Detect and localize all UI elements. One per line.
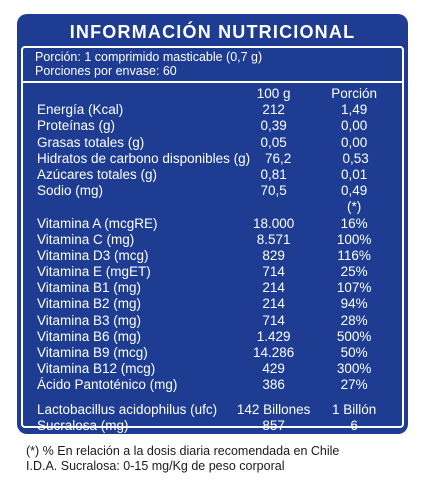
row-label: Vitamina E (mgET)	[37, 264, 151, 280]
row-value-100g: 212	[262, 102, 285, 118]
row-label: Vitamina B9 (mcg)	[37, 345, 148, 360]
row-value-portion: 6	[350, 417, 358, 433]
extras-section: Lactobacillus acidophilus (ufc) 142 Billo…	[37, 402, 392, 434]
table-row: Proteínas (g) 0,39 0,00	[37, 118, 392, 134]
column-header-row: 100 g Porción	[37, 86, 392, 102]
footnote-sucralose: I.D.A. Sucralosa: 0-15 mg/Kg de peso cor…	[26, 459, 285, 473]
row-value-portion: 116%	[337, 247, 371, 263]
row-value-100g: 0,05	[260, 134, 287, 150]
table-row: Vitamina A (mcgRE) 18.000 16%	[37, 216, 392, 232]
table-row: Grasas totales (g) 0,05 0,00	[37, 135, 392, 151]
row-label: Vitamina B6 (mg)	[37, 328, 142, 344]
asterisk-header: (*)	[347, 199, 362, 215]
footnotes: (*) % En relación a la dosis diaria reco…	[26, 444, 339, 474]
servings-per-container: Porciones por envase: 60	[35, 64, 177, 78]
table-row: Hidratos de carbono disponibles (g) 76,2 0…	[37, 151, 392, 167]
row-value-100g: 429	[262, 361, 285, 377]
row-value-100g: 857	[262, 417, 285, 433]
row-value-portion: 0,00	[341, 134, 368, 150]
nutrients-section: Energía (Kcal) 212 1,49 Proteínas (g) 0,39 0,…	[37, 102, 392, 199]
row-value-100g: 142 Billones	[236, 401, 311, 417]
row-label: Lactobacillus acidophilus (ufc)	[37, 401, 218, 417]
row-label: Vitamina D3 (mcg)	[37, 247, 149, 263]
row-label: Proteínas (g)	[37, 118, 116, 134]
row-label: Vitamina B3 (mg)	[37, 312, 142, 328]
row-value-100g: 18.000	[253, 215, 295, 231]
table-row: Vitamina B9 (mcg) 14.286 50%	[37, 345, 392, 361]
table-row: Vitamina B1 (mg) 214 107%	[37, 280, 392, 296]
row-value-100g: 214	[262, 296, 285, 312]
nutrition-panel: INFORMACIÓN NUTRICIONAL Porción: 1 compr…	[17, 14, 408, 434]
row-value-100g: 214	[262, 280, 285, 296]
serving-size: Porción: 1 comprimido masticable (0,7 g)	[35, 50, 263, 64]
portion-info: Porción: 1 comprimido masticable (0,7 g)…	[23, 48, 402, 83]
row-label: Vitamina B2 (mg)	[37, 296, 142, 312]
row-value-100g: 1.429	[256, 328, 291, 344]
column-header-portion: Porción	[331, 86, 378, 101]
panel-title: INFORMACIÓN NUTRICIONAL	[69, 22, 356, 42]
row-value-portion: 1 Billón	[332, 401, 377, 417]
row-value-portion: 0,49	[341, 183, 368, 199]
row-value-100g: 14.286	[253, 345, 295, 360]
row-value-100g: 76,2	[264, 150, 292, 166]
table-row: Azúcares totales (g) 0,81 0,01	[37, 167, 392, 183]
asterisk-row: (*)	[37, 199, 392, 215]
table-row: Vitamina B2 (mg) 214 94%	[37, 296, 392, 312]
vitamins-section: Vitamina A (mcgRE) 18.000 16% Vitamina C (m…	[37, 216, 392, 394]
row-value-100g: 0,39	[260, 118, 287, 134]
row-value-100g: 70,5	[260, 183, 287, 199]
table-row: Sodio (mg) 70,5 0,49	[37, 183, 392, 199]
column-header-100g: 100 g	[256, 86, 291, 101]
row-value-portion: 16%	[340, 215, 368, 231]
table-row: Vitamina D3 (mcg) 829 116%	[37, 248, 392, 264]
row-value-portion: 500%	[336, 328, 372, 344]
row-label: Grasas totales (g)	[37, 134, 145, 150]
row-value-portion: 1,49	[341, 102, 368, 118]
row-value-100g: 386	[262, 377, 285, 393]
row-label: Vitamina B1 (mg)	[37, 280, 142, 296]
row-label: Vitamina A (mcgRE)	[37, 215, 158, 231]
row-label: Sodio (mg)	[37, 183, 104, 199]
row-value-portion: 27%	[340, 377, 368, 393]
table-row: Lactobacillus acidophilus (ufc) 142 Billo…	[37, 402, 392, 418]
table-row: Vitamina B6 (mg) 1.429 500%	[37, 329, 392, 345]
table-row: Sucralosa (mg) 857 6	[37, 418, 392, 434]
row-value-portion: 94%	[340, 296, 368, 312]
row-value-portion: 25%	[340, 264, 368, 280]
row-label: Sucralosa (mg)	[37, 417, 129, 433]
row-value-portion: 0,01	[341, 166, 368, 182]
row-value-100g: 8.571	[256, 231, 291, 247]
row-label: Energía (Kcal)	[37, 102, 124, 118]
row-value-portion: 300%	[336, 361, 372, 377]
table-row: Vitamina C (mg) 8.571 100%	[37, 232, 392, 248]
nutrition-table: Porción: 1 comprimido masticable (0,7 g)…	[21, 46, 404, 433]
table-row: Vitamina E (mgET) 714 25%	[37, 264, 392, 280]
row-value-portion: 50%	[340, 345, 368, 360]
footnote-rda: (*) % En relación a la dosis diaria reco…	[26, 444, 340, 458]
row-value-100g: 0,81	[260, 166, 287, 182]
row-value-portion: 107%	[336, 280, 372, 296]
row-label: Ácido Pantoténico (mg)	[37, 377, 178, 393]
row-label: Hidratos de carbono disponibles (g)	[37, 150, 251, 166]
row-label: Vitamina B12 (mcg)	[37, 361, 156, 377]
row-label: Vitamina C (mg)	[37, 231, 135, 247]
row-value-portion: 0,00	[341, 118, 368, 134]
row-label: Azúcares totales (g)	[37, 166, 158, 182]
row-value-100g: 714	[262, 312, 285, 328]
row-value-portion: 28%	[340, 312, 368, 328]
row-value-100g: 714	[262, 264, 285, 280]
row-value-portion: 0,53	[342, 150, 369, 166]
table-row: Vitamina B12 (mcg) 429 300%	[37, 361, 392, 377]
table-row: Energía (Kcal) 212 1,49	[37, 102, 392, 118]
table-row: Ácido Pantoténico (mg) 386 27%	[37, 377, 392, 393]
table-rows: 100 g Porción Energía (Kcal) 212 1,49 Prote…	[23, 83, 402, 434]
table-row: Vitamina B3 (mg) 714 28%	[37, 313, 392, 329]
row-value-portion: 100%	[336, 231, 372, 247]
row-value-100g: 829	[262, 247, 285, 263]
